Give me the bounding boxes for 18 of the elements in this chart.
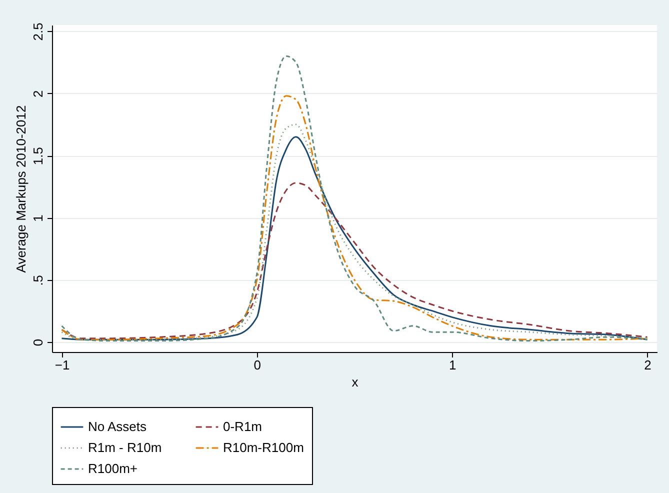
x-axis-title: x [352,374,359,390]
legend-label: R10m-R100m [223,440,304,455]
x-tick-label: 2 [644,358,652,372]
legend-label: No Assets [88,419,148,434]
x-tick-label: −1 [54,358,70,372]
y-tick-label: .5 [30,274,46,286]
legend-label: R100m+ [88,461,138,476]
legend-label: R1m - R10m [88,440,162,455]
y-tick-label: 0 [30,338,46,346]
line-series [61,182,648,340]
x-tick-label: 1 [448,358,456,372]
y-axis-title: Average Markups 2010-2012 [14,105,28,273]
x-tick-label: 0 [254,358,262,372]
y-tick-label: 1.5 [30,147,46,166]
legend-label: 0-R1m [223,419,262,434]
y-tick-label: 1 [30,214,46,222]
y-tick-label: 2.5 [30,22,46,41]
y-tick-label: 2 [30,90,46,98]
